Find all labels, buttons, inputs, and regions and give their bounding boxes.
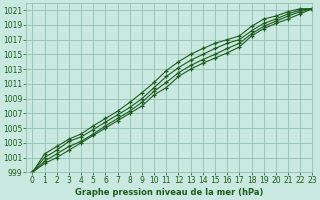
- X-axis label: Graphe pression niveau de la mer (hPa): Graphe pression niveau de la mer (hPa): [75, 188, 264, 197]
